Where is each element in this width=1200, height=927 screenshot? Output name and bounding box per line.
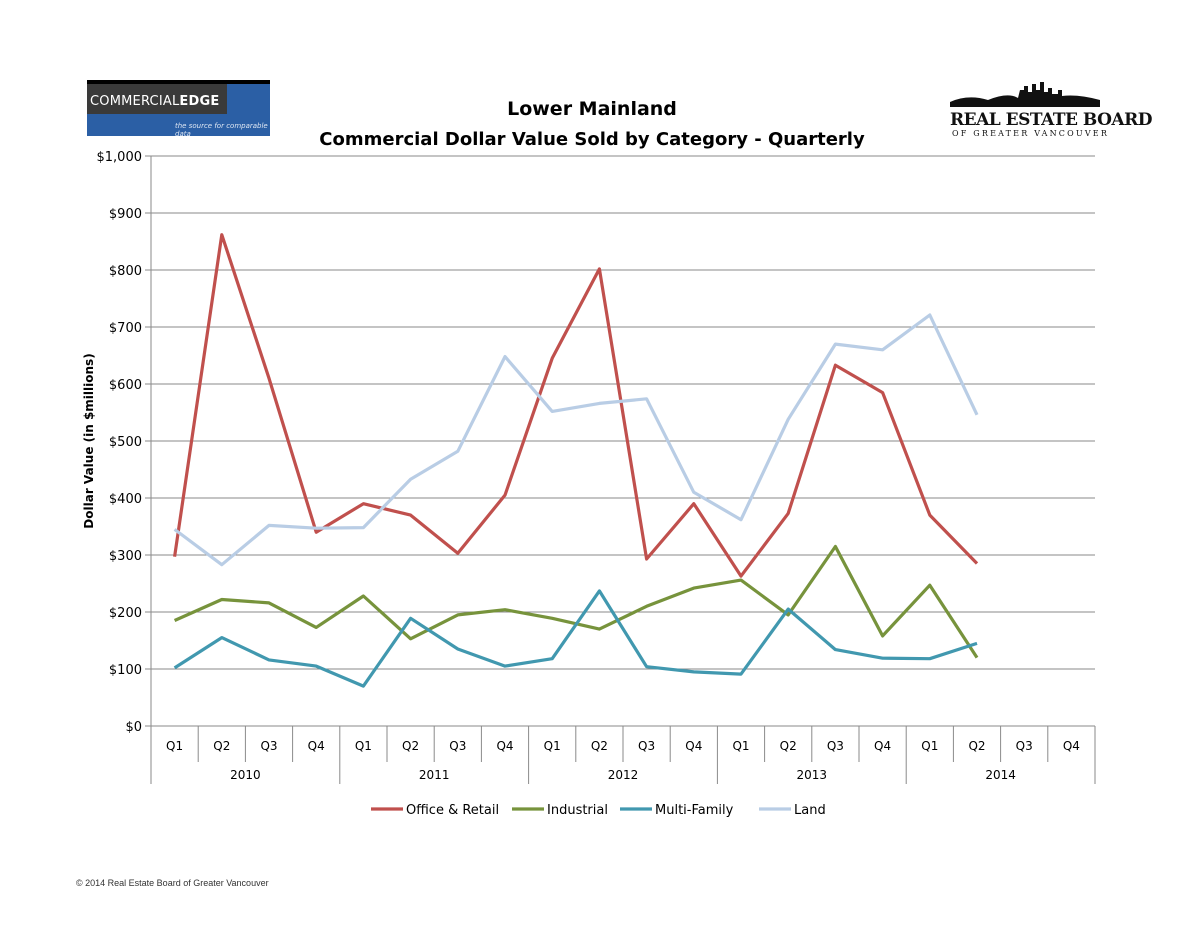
group-label: 2014 (985, 768, 1016, 782)
x-tick-label: Q2 (213, 739, 230, 753)
series-line-3 (173, 313, 979, 567)
x-tick-label: Q4 (308, 739, 325, 753)
x-tick-label: Q1 (732, 739, 749, 753)
x-tick-label: Q2 (402, 739, 419, 753)
commercial-edge-logo: COMMERCIALEDGE the source for comparable… (87, 80, 270, 138)
y-tick-label: $0 (125, 720, 142, 735)
line-chart: Lower Mainland Commercial Dollar Value S… (82, 98, 1096, 818)
x-tick-label: Q4 (685, 739, 702, 753)
y-tick-label: $100 (109, 663, 142, 678)
group-label: 2012 (608, 768, 639, 782)
y-tick-label: $1,000 (97, 150, 143, 165)
logo-bar (87, 80, 270, 84)
series-line-1 (173, 544, 979, 659)
series-line-2 (173, 589, 978, 688)
x-tick-label: Q3 (1016, 739, 1033, 753)
logo-tagline: the source for comparable data (175, 122, 268, 138)
skyline-icon (950, 82, 1100, 107)
y-tick-label: $200 (109, 606, 142, 621)
x-tick-label: Q3 (260, 739, 277, 753)
y-tick-label: $300 (109, 549, 142, 564)
x-tick-label: Q3 (449, 739, 466, 753)
series-lines (173, 233, 979, 688)
group-label: 2010 (230, 768, 261, 782)
x-tick-label: Q1 (355, 739, 372, 753)
x-tick-label: Q4 (496, 739, 513, 753)
series-line-0 (173, 233, 979, 578)
legend-label: Multi-Family (655, 803, 734, 818)
group-label: 2013 (797, 768, 828, 782)
x-tick-label: Q2 (968, 739, 985, 753)
legend-label: Land (794, 803, 826, 818)
x-tick-label: Q3 (638, 739, 655, 753)
chart-title: Lower Mainland (507, 98, 677, 120)
y-tick-label: $800 (109, 264, 142, 279)
logo-title: COMMERCIALEDGE (90, 94, 220, 109)
x-tick-label: Q2 (591, 739, 608, 753)
copyright-text: © 2014 Real Estate Board of Greater Vanc… (76, 878, 269, 888)
group-label: 2011 (419, 768, 450, 782)
x-tick-label: Q2 (780, 739, 797, 753)
logo-shape (87, 84, 227, 114)
y-tick-label: $600 (109, 378, 142, 393)
legend: Office & Retail Industrial Multi-Family Lan… (371, 803, 826, 818)
y-tick-label: $500 (109, 435, 142, 450)
y-axis-label: Dollar Value (in $millions) (82, 353, 96, 528)
logo-name: REAL ESTATE BOARD (950, 110, 1152, 130)
real-estate-board-logo: REAL ESTATE BOARD OF GREATER VANCOUVER (948, 80, 1152, 142)
x-tick-label: Q4 (1063, 739, 1080, 753)
chart-subtitle: Commercial Dollar Value Sold by Category… (319, 129, 865, 150)
legend-label: Office & Retail (406, 803, 499, 818)
legend-label: Industrial (547, 803, 608, 818)
x-tick-label: Q1 (921, 739, 938, 753)
y-tick-label: $700 (109, 321, 142, 336)
y-axis-ticks: $0 $100 $200 $300 $400 $500 $600 $700 $800 $900 $1… (97, 150, 152, 735)
x-tick-label: Q4 (874, 739, 891, 753)
x-axis: Q1 Q2 Q3 Q4 Q1 Q2 Q3 Q4 Q1 Q2 Q3 Q4 Q1 Q2 Q3 Q4 Q1 Q2 Q3 Q4… (150, 726, 1096, 784)
y-tick-label: $900 (109, 207, 142, 222)
logo-sub: OF GREATER VANCOUVER (952, 129, 1110, 138)
gridlines (151, 155, 1095, 727)
x-tick-label: Q3 (827, 739, 844, 753)
x-tick-label: Q1 (544, 739, 561, 753)
y-tick-label: $400 (109, 492, 142, 507)
x-tick-label: Q1 (166, 739, 183, 753)
